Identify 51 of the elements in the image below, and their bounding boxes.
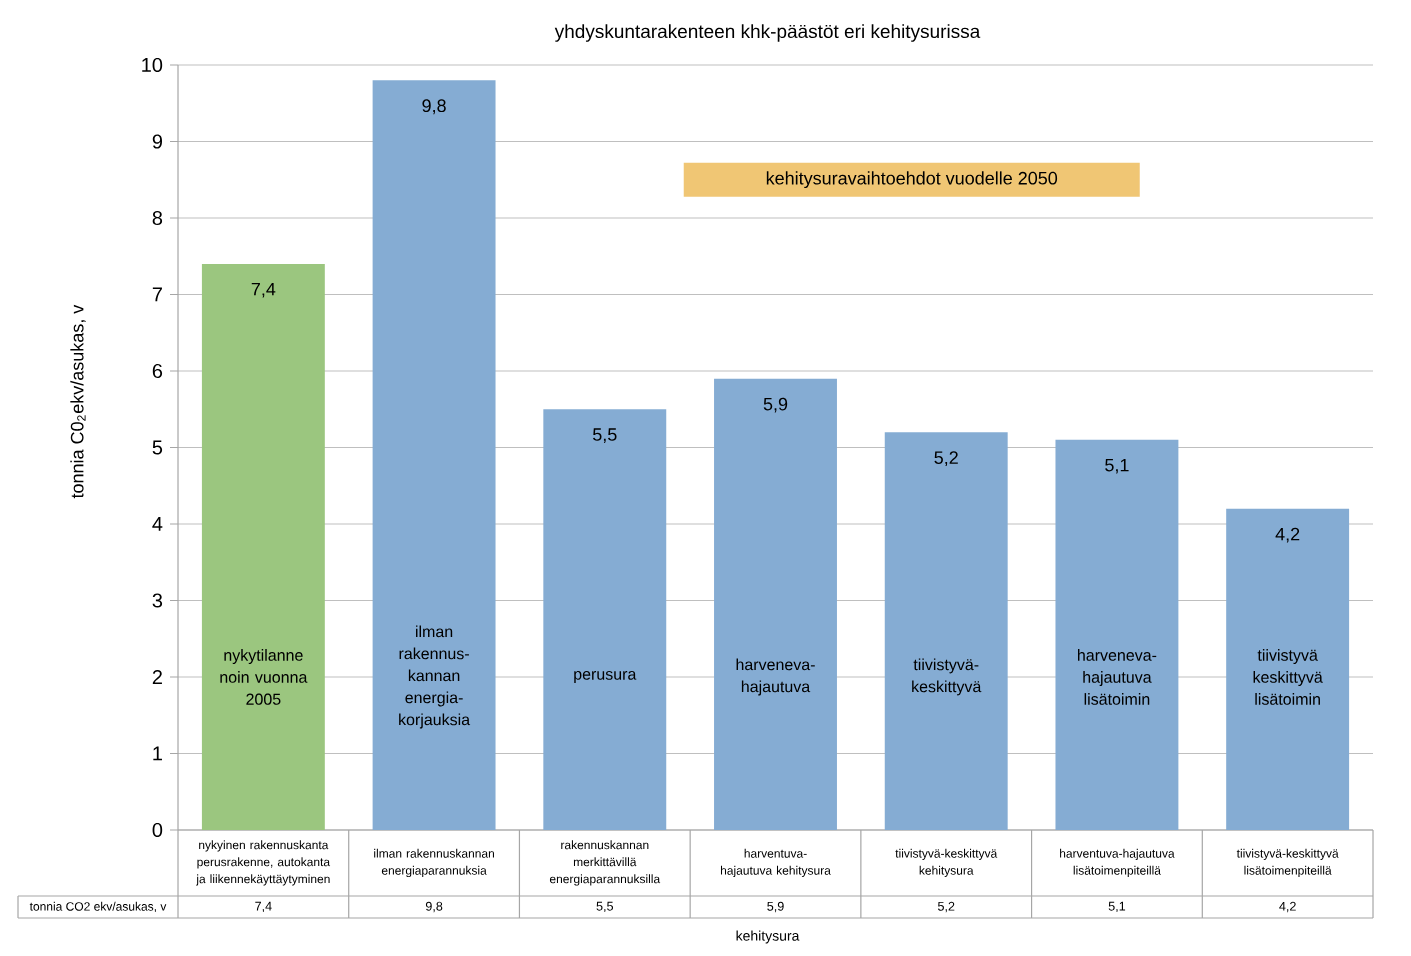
annotation: ilman rakennus-kannan energia-korjauksia (399, 625, 471, 729)
bar (543, 409, 667, 830)
bar (1226, 508, 1350, 830)
y-tick-label: 2 (152, 670, 162, 684)
x-tick-label: nykyinen rakennuskanta perusrakenne, autokanta ja liikennekäyttäytyminen (196, 840, 331, 886)
x-tick-label: harventuva-hajautuva lisätoimenpiteillä (1060, 848, 1175, 878)
x-tick-label: ilman rakennuskannan energiaparannuksia (374, 848, 494, 878)
text: 5,1 (1105, 458, 1129, 474)
data-label: 5,2 (937, 901, 955, 913)
text: 5,5 (593, 428, 617, 443)
y-tick-label: 3 (152, 593, 163, 608)
bar (884, 432, 1008, 830)
data-label: 5,5 (596, 901, 614, 913)
x-tick-label: rakennuskannan merkittävillä energiaparannuksilla (549, 840, 661, 886)
annotation: harveneva-hajautuva lisätoimin (1078, 649, 1157, 705)
y-tick-label: 6 (152, 363, 163, 379)
data-label: 7,4 (255, 901, 272, 913)
y-tick-label: 4 (152, 517, 163, 531)
x-tick-label: harventuva-hajautuva kehitysura (720, 848, 831, 878)
chart-title: yhdyskuntarakenteen khk-päästöt eri kehitysurissa (554, 24, 981, 42)
y-tick-label: 5 (152, 440, 163, 455)
annotation: harveneva-hajautuva (736, 658, 815, 696)
y-tick-label: 9 (152, 134, 163, 149)
data-label: 5,9 (767, 901, 784, 913)
y-tick-label: 0 (152, 822, 163, 838)
data-label: 5,1 (1108, 901, 1126, 913)
annotation: nykytilanne noin vuonna 2005 (220, 649, 308, 705)
text: 7,4 (251, 282, 276, 298)
y-axis-title: tonnia C0$_{2}$ekv/asukas, v (70, 304, 86, 499)
y-tick-label: 8 (152, 210, 163, 226)
y-tick-label: 1 (153, 746, 162, 761)
text: 5,9 (763, 397, 788, 413)
annotation: tiivistyvä-keskittyvä (912, 658, 982, 696)
annotation: tiivistyvä keskittyvä lisätoimin (1253, 649, 1323, 705)
annotation: perusura (574, 671, 637, 683)
x-tick-label: tiivistyvä-keskittyvä lisätoimenpiteillä (1236, 848, 1339, 878)
bar (1055, 439, 1179, 830)
x-axis-title: kehitysura (736, 930, 800, 944)
y-tick-label: 7 (152, 287, 162, 302)
bar (201, 263, 325, 830)
x-tick-label: tiivistyvä-keskittyvä kehitysura (895, 848, 998, 878)
y-tick-label: 10 (142, 57, 163, 73)
text: 4,2 (1275, 527, 1300, 543)
text: 9,8 (422, 99, 446, 115)
bar (714, 378, 837, 830)
annotation: kehitysuravaihtoehdot vuodelle 2050 (766, 171, 1058, 189)
bar (372, 80, 496, 830)
text: 5,2 (934, 451, 958, 467)
text: tonnia CO2 ekv/asukas, v (29, 901, 167, 913)
data-label: 9,8 (425, 901, 443, 913)
data-label: 4,2 (1279, 901, 1296, 913)
